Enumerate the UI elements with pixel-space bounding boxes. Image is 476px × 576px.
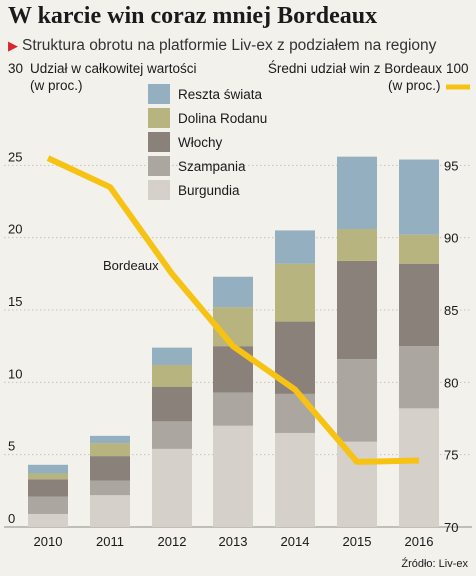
bar-reszta_swiata-2013 [213,276,253,308]
left-tick-label: 20 [8,222,22,237]
x-tick-label-2015: 2015 [343,534,372,549]
chart-title: W karcie win coraz mniej Bordeaux [8,3,378,29]
x-tick-label-2010: 2010 [34,534,63,549]
right-tick-label: 70 [444,520,458,535]
bordeaux-line-label: Bordeaux [103,258,159,273]
bar-wlochy-2012 [152,386,192,422]
left-tick-label: 25 [8,149,22,164]
bar-wlochy-2015 [337,260,377,360]
bar-reszta_swiata-2015 [337,156,377,229]
bar-reszta_swiata-2011 [90,435,130,444]
bar-szampania-2010 [28,496,68,514]
bar-dolina_rodanu-2015 [337,228,377,261]
legend-swatch-wlochy [148,132,170,152]
source-note: Źródło: Liv-ex [401,557,468,570]
right-tick-label: 80 [444,375,458,390]
bar-szampania-2015 [337,359,377,442]
bar-dolina_rodanu-2014 [275,263,315,322]
left-tick-label: 15 [8,294,22,309]
bar-dolina_rodanu-2016 [399,234,439,264]
bar-wlochy-2011 [90,456,130,481]
left-axis-title: Udział w całkowitej wartości [30,61,197,76]
bar-dolina_rodanu-2011 [90,443,130,457]
bar-dolina_rodanu-2012 [152,364,192,387]
bar-burgundia-2012 [152,448,192,527]
bar-reszta_swiata-2014 [275,230,315,264]
bar-reszta_swiata-2016 [399,159,439,235]
legend-swatch-szampania [148,156,170,176]
bar-burgundia-2011 [90,495,130,527]
right-tick-label: 90 [444,231,458,246]
right-tick-label: 95 [444,158,458,173]
bar-reszta_swiata-2010 [28,464,68,474]
x-tick-label-2012: 2012 [158,534,187,549]
legend-label-szampania: Szampania [178,159,246,174]
right-axis-unit: (w proc.) [388,78,441,93]
bar-szampania-2014 [275,393,315,433]
legend-label-dolina_rodanu: Dolina Rodanu [178,111,267,126]
bar-reszta_swiata-2012 [152,347,192,365]
left-axis-unit: (w proc.) [30,78,83,93]
bar-burgundia-2014 [275,432,315,527]
x-tick-label-2014: 2014 [281,534,310,549]
chart-subtitle: ▶ Struktura obrotu na platformie Liv-ex z… [8,37,436,55]
left-tick-label: 10 [8,366,22,381]
legend-label-reszta_swiata: Reszta świata [178,87,263,102]
bar-wlochy-2010 [28,479,68,497]
right-axis-title: Średni udział win z Bordeaux [268,61,442,76]
right-tick-label: 75 [444,448,458,463]
right-axis-top-label: 100 [446,61,469,76]
legend-swatch-burgundia [148,180,170,200]
legend: Reszta świata Dolina Rodanu Włochy Szampani… [148,84,470,200]
bar-szampania-2012 [152,421,192,449]
bar-szampania-2013 [213,392,253,426]
bar-burgundia-2016 [399,408,439,527]
x-tick-label-2013: 2013 [219,534,248,549]
legend-label-wlochy: Włochy [178,135,223,150]
bar-burgundia-2013 [213,425,253,527]
bordeaux-line [46,155,420,465]
bar-burgundia-2010 [28,513,68,527]
chart-subtitle-text: Struktura obrotu na platformie Liv-ex z … [22,37,437,54]
bar-wlochy-2016 [399,263,439,347]
x-tick-label-2016: 2016 [405,534,434,549]
x-tick-label-2011: 2011 [96,534,124,549]
legend-swatch-dolina_rodanu [148,108,170,128]
legend-swatch-reszta_swiata [148,84,170,104]
bar-burgundia-2015 [337,441,377,527]
left-axis-top-label: 30 [8,61,23,76]
bar-szampania-2011 [90,480,130,496]
legend-label-burgundia: Burgundia [178,183,240,198]
left-tick-label: 0 [8,511,15,526]
plot-area: 0 5 10 15 20 25 70 75 80 85 90 95 2010 2011 2012 2013 20… [4,149,472,549]
bar-szampania-2016 [399,346,439,409]
arrow-icon: ▶ [8,38,18,53]
right-tick-label: 85 [444,303,458,318]
left-tick-label: 5 [8,439,15,454]
bar-dolina_rodanu-2010 [28,473,68,480]
